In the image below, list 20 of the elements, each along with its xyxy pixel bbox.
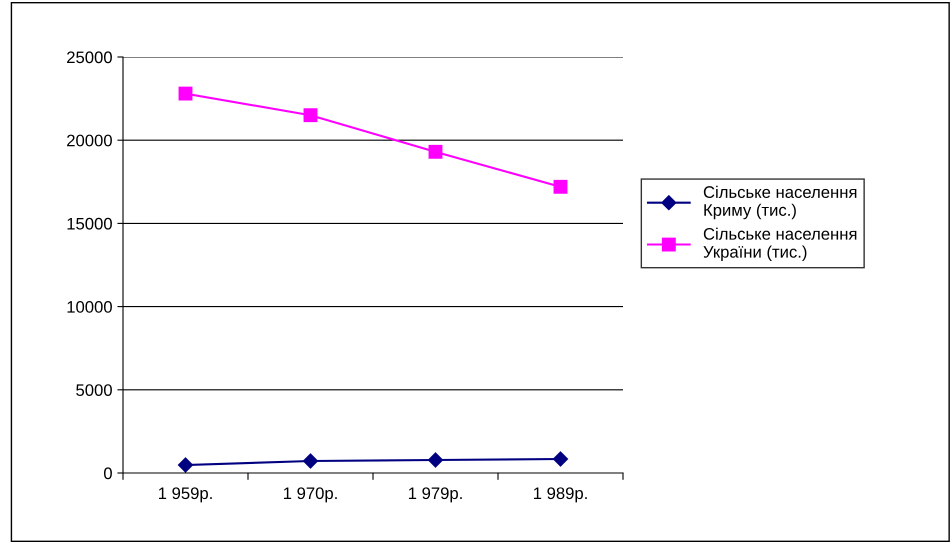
y-tick-label: 5000 bbox=[76, 384, 112, 396]
legend-label: Сільське населення Криму (тис.) bbox=[704, 186, 856, 220]
y-tick-label: 0 bbox=[104, 467, 112, 480]
point bbox=[302, 453, 318, 469]
y-tick-label: 20000 bbox=[67, 134, 112, 146]
y-tick-label: 15000 bbox=[68, 218, 112, 230]
point bbox=[428, 452, 444, 468]
x-tick-label: 1 970р. bbox=[284, 487, 337, 502]
x-tick-label: 1 979р. bbox=[408, 487, 462, 502]
x-tick-label: 1 989р. bbox=[534, 487, 587, 502]
point bbox=[552, 451, 568, 467]
legend-label: Сільське населення України (тис.) bbox=[703, 228, 856, 262]
x-tick-label: 1 959р. bbox=[158, 487, 212, 502]
point bbox=[428, 144, 442, 159]
y-tick-label: 10000 bbox=[68, 301, 112, 313]
point bbox=[178, 457, 194, 473]
point bbox=[304, 108, 318, 122]
point bbox=[178, 86, 192, 101]
point bbox=[554, 180, 568, 194]
y-tick-label: 25000 bbox=[67, 51, 112, 64]
